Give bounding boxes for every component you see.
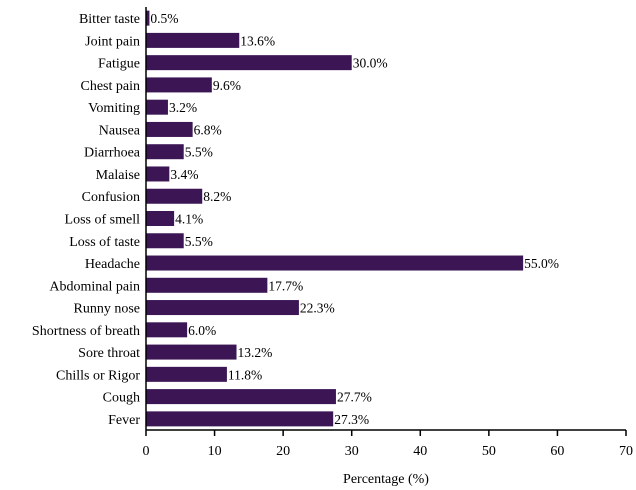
- x-tick-label: 0: [143, 444, 150, 459]
- category-label: Confusion: [82, 190, 140, 205]
- value-label: 27.7%: [337, 390, 372, 405]
- bar: [146, 77, 212, 93]
- category-label: Loss of taste: [69, 235, 140, 250]
- bar: [146, 255, 524, 271]
- bar: [146, 344, 237, 360]
- value-label: 3.4%: [170, 167, 198, 182]
- x-axis-title: Percentage (%): [343, 472, 429, 487]
- category-label: Chills or Rigor: [56, 368, 140, 383]
- category-label: Headache: [85, 257, 140, 272]
- bar: [146, 322, 188, 338]
- bar: [146, 121, 193, 137]
- bar: [146, 99, 168, 115]
- value-label: 6.0%: [188, 323, 216, 338]
- category-label: Diarrhoea: [84, 146, 141, 161]
- x-tick-label: 10: [208, 444, 222, 459]
- value-label: 5.5%: [185, 145, 213, 160]
- category-label: Abdominal pain: [49, 279, 140, 294]
- bar: [146, 166, 170, 182]
- category-label: Vomiting: [88, 101, 140, 116]
- x-tick-label: 20: [276, 444, 290, 459]
- value-label: 55.0%: [524, 256, 559, 271]
- category-label: Fatigue: [98, 57, 140, 72]
- bar: [146, 55, 352, 71]
- value-labels: 0.5% 13.6% 30.0% 9.6% 3.2% 6.8% 5.5% 3.4% 8.2%4.…: [150, 11, 559, 427]
- bars-group: [146, 10, 524, 427]
- value-label: 5.5%: [185, 234, 213, 249]
- value-label: 17.7%: [268, 278, 303, 293]
- value-label: 4.1%: [175, 212, 203, 227]
- bar: [146, 188, 203, 204]
- value-label: 30.0%: [353, 56, 388, 71]
- value-label: 22.3%: [300, 301, 335, 316]
- value-label: 27.3%: [334, 412, 369, 427]
- category-label: Sore throat: [78, 346, 140, 361]
- bar: [146, 32, 240, 48]
- category-label: Runny nose: [74, 302, 141, 317]
- bar: [146, 300, 299, 316]
- bar: [146, 144, 184, 160]
- value-label: 6.8%: [194, 122, 222, 137]
- category-label: Joint pain: [85, 34, 140, 49]
- x-tick-label: 60: [550, 444, 564, 459]
- bar: [146, 277, 268, 293]
- value-label: 3.2%: [169, 100, 197, 115]
- x-tick-label: 50: [482, 444, 496, 459]
- x-tick-label: 40: [413, 444, 427, 459]
- x-tick-label: 70: [619, 444, 633, 459]
- x-axis-ticks: 0 10 20 30 40 50 60 70: [143, 430, 633, 459]
- value-label: 8.2%: [203, 189, 231, 204]
- category-label: Loss of smell: [65, 213, 141, 228]
- bar: [146, 366, 227, 382]
- bar: [146, 411, 334, 427]
- value-label: 13.6%: [240, 33, 275, 48]
- category-label: Fever: [108, 413, 140, 428]
- category-labels: Bitter taste Joint pain Fatigue Chest pain V…: [32, 12, 141, 428]
- value-label: 0.5%: [150, 11, 178, 26]
- value-label: 9.6%: [213, 78, 241, 93]
- category-label: Shortness of breath: [32, 324, 140, 339]
- category-label: Bitter taste: [79, 12, 140, 27]
- value-label: 13.2%: [238, 345, 273, 360]
- category-label: Nausea: [99, 123, 141, 138]
- bar: [146, 211, 175, 226]
- bar: [146, 10, 150, 26]
- category-label: Malaise: [96, 168, 140, 183]
- category-label: Chest pain: [81, 79, 141, 94]
- bar: [146, 389, 336, 405]
- value-label: 11.8%: [228, 367, 262, 382]
- category-label: Cough: [103, 391, 140, 406]
- bar: [146, 233, 184, 249]
- x-tick-label: 30: [345, 444, 359, 459]
